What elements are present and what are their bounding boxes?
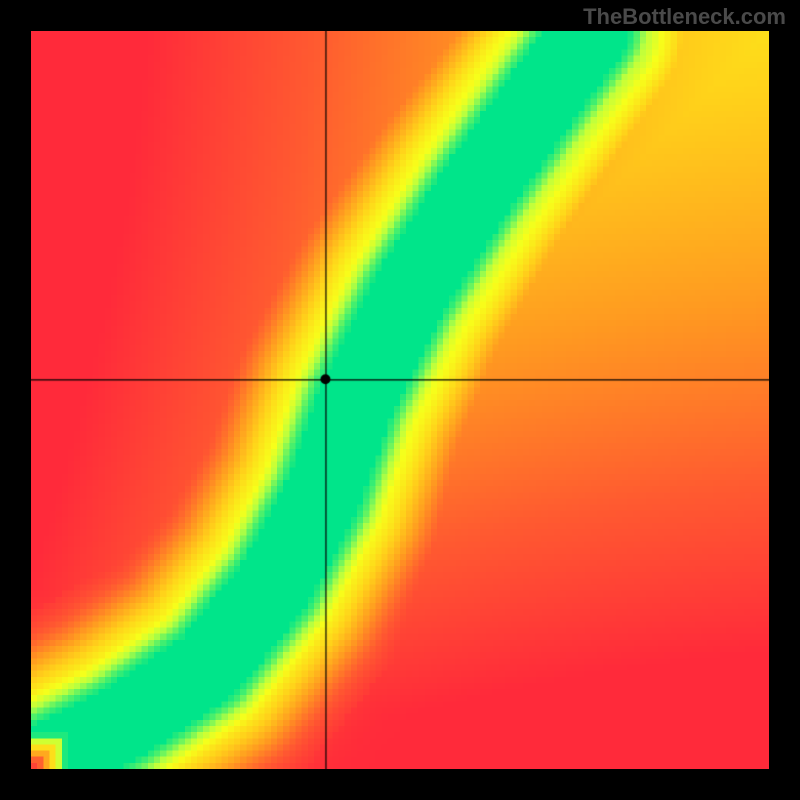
watermark-label: TheBottleneck.com (583, 4, 786, 30)
heatmap-canvas (31, 31, 769, 769)
chart-container: TheBottleneck.com (0, 0, 800, 800)
